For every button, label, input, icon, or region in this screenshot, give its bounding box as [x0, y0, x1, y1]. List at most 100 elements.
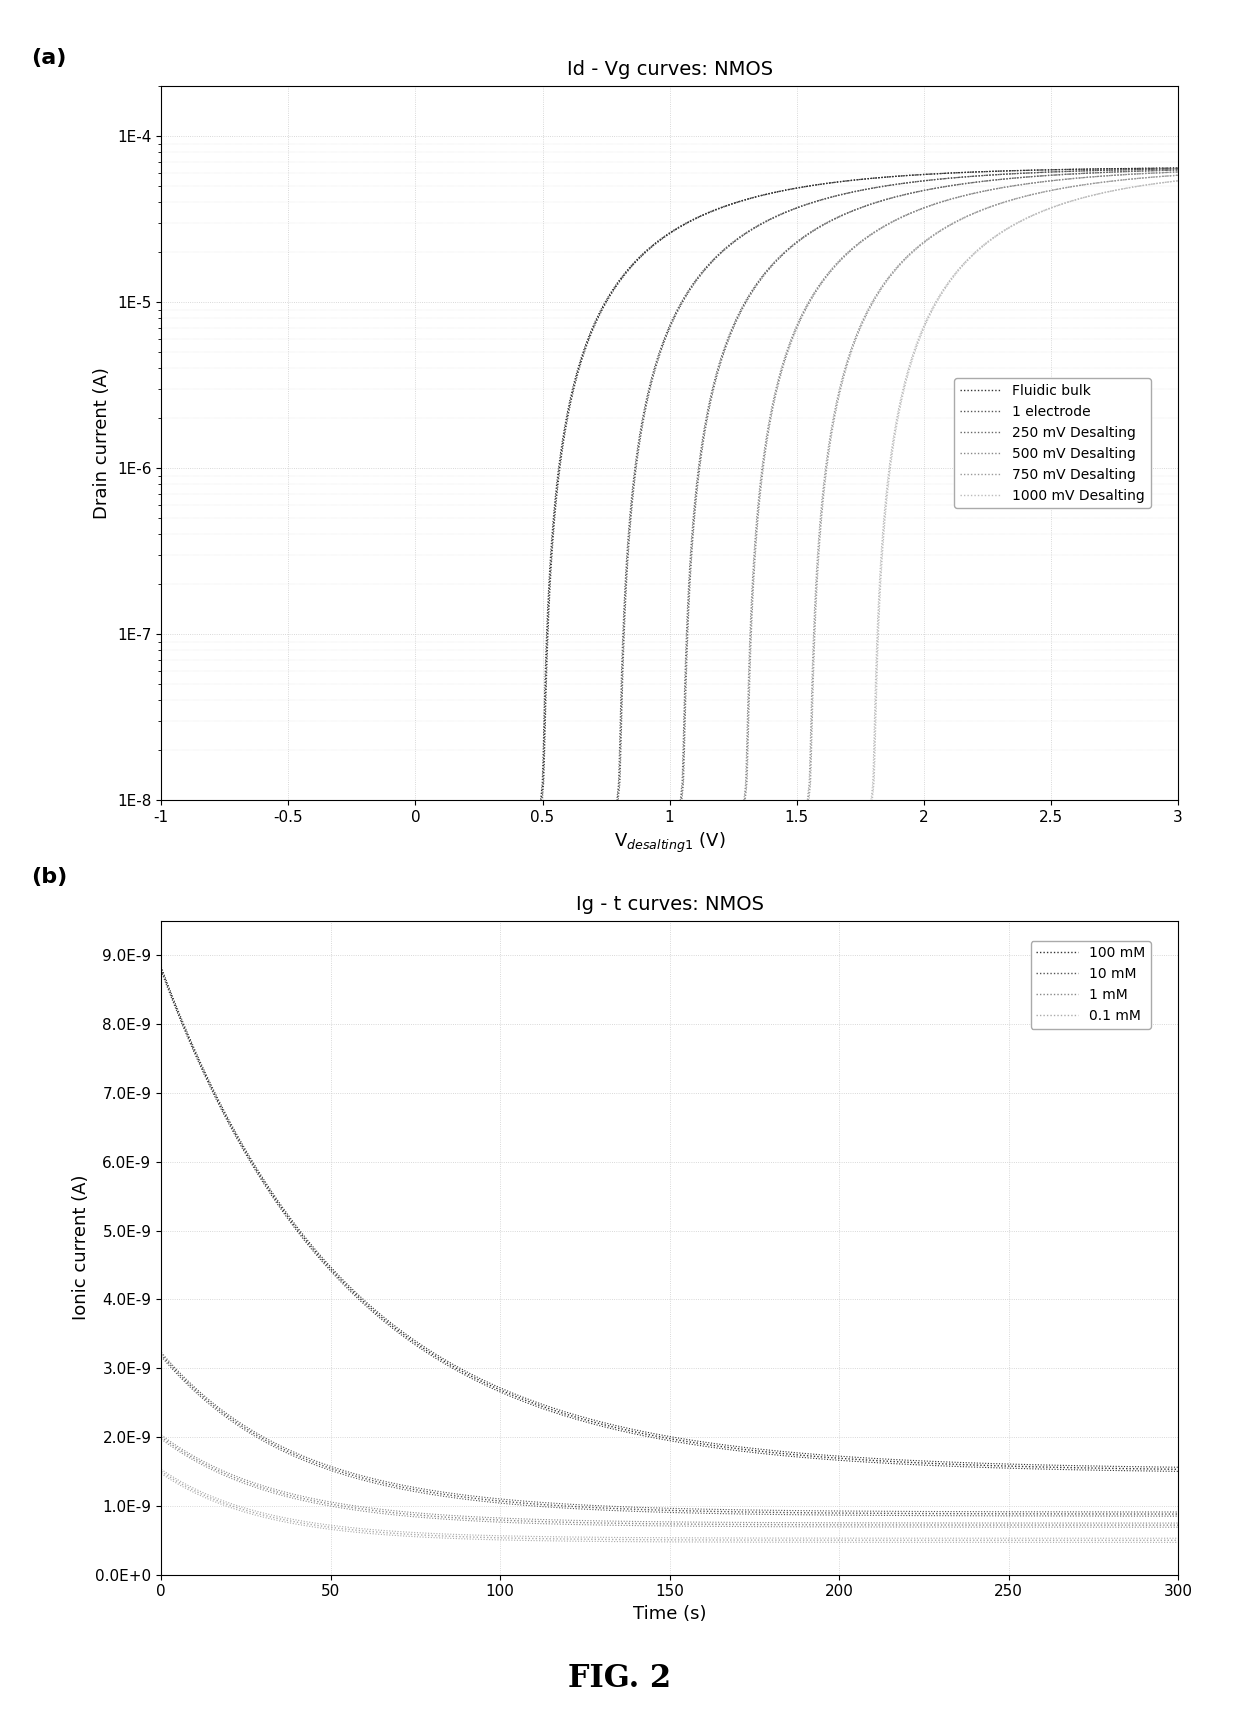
- 10 mM: [815, 1502, 830, 1523]
- 500 mV Desalting: [588, 1440, 603, 1461]
- 10 mM: [1171, 1504, 1185, 1525]
- Fluidic bulk: [330, 1440, 345, 1461]
- 1 mM: [913, 1514, 928, 1535]
- 500 mV Desalting: [543, 1440, 558, 1461]
- 500 mV Desalting: [270, 1440, 285, 1461]
- 1 electrode: [588, 1014, 603, 1034]
- 250 mV Desalting: [543, 1440, 558, 1461]
- 1000 mV Desalting: [330, 1440, 345, 1461]
- 1000 mV Desalting: [1151, 172, 1166, 193]
- 1 mM: [154, 1427, 169, 1447]
- 10 mM: [542, 1496, 557, 1516]
- 0.1 mM: [1171, 1530, 1185, 1551]
- 1000 mV Desalting: [588, 1440, 603, 1461]
- Legend: Fluidic bulk, 1 electrode, 250 mV Desalting, 500 mV Desalting, 750 mV Desalting,: Fluidic bulk, 1 electrode, 250 mV Desalt…: [954, 379, 1151, 508]
- 1 electrode: [270, 1440, 285, 1461]
- Line: 250 mV Desalting: 250 mV Desalting: [161, 170, 1178, 1451]
- 1 electrode: [330, 1440, 345, 1461]
- 500 mV Desalting: [1151, 162, 1166, 182]
- Line: 1 electrode: 1 electrode: [161, 169, 1178, 1451]
- 1 mM: [990, 1514, 1004, 1535]
- 10 mM: [339, 1463, 353, 1484]
- 100 mM: [990, 1456, 1004, 1477]
- Legend: 100 mM, 10 mM, 1 mM, 0.1 mM: 100 mM, 10 mM, 1 mM, 0.1 mM: [1030, 941, 1151, 1029]
- Y-axis label: Ionic current (A): Ionic current (A): [72, 1175, 89, 1320]
- 0.1 mM: [913, 1530, 928, 1551]
- 0.1 mM: [815, 1530, 830, 1551]
- 0.1 mM: [154, 1461, 169, 1482]
- X-axis label: V$_{desalting1}$ (V): V$_{desalting1}$ (V): [614, 831, 725, 855]
- 1 electrode: [154, 1440, 169, 1461]
- 250 mV Desalting: [154, 1440, 169, 1461]
- 250 mV Desalting: [1042, 165, 1056, 186]
- 1 mM: [1171, 1514, 1185, 1535]
- 750 mV Desalting: [330, 1440, 345, 1461]
- Text: (a): (a): [31, 48, 67, 67]
- Fluidic bulk: [154, 1440, 169, 1461]
- Fluidic bulk: [1151, 158, 1166, 179]
- Line: 0.1 mM: 0.1 mM: [161, 1471, 1178, 1540]
- 500 mV Desalting: [154, 1440, 169, 1461]
- 1000 mV Desalting: [543, 1440, 558, 1461]
- 1 mM: [764, 1514, 779, 1535]
- 750 mV Desalting: [543, 1440, 558, 1461]
- Line: 500 mV Desalting: 500 mV Desalting: [161, 172, 1178, 1451]
- 100 mM: [815, 1447, 830, 1468]
- 1000 mV Desalting: [1171, 170, 1185, 191]
- 250 mV Desalting: [588, 1440, 603, 1461]
- 250 mV Desalting: [330, 1440, 345, 1461]
- 10 mM: [990, 1504, 1004, 1525]
- Line: 750 mV Desalting: 750 mV Desalting: [161, 176, 1178, 1451]
- Fluidic bulk: [1042, 160, 1056, 181]
- 0.1 mM: [764, 1530, 779, 1551]
- Fluidic bulk: [588, 313, 603, 334]
- 1 electrode: [1042, 162, 1056, 182]
- Text: FIG. 2: FIG. 2: [568, 1662, 672, 1693]
- 10 mM: [913, 1502, 928, 1523]
- 750 mV Desalting: [154, 1440, 169, 1461]
- Line: 10 mM: 10 mM: [161, 1354, 1178, 1514]
- Title: Ig - t curves: NMOS: Ig - t curves: NMOS: [575, 895, 764, 914]
- 1000 mV Desalting: [154, 1440, 169, 1461]
- Text: (b): (b): [31, 867, 67, 886]
- 1 mM: [542, 1511, 557, 1532]
- 100 mM: [913, 1453, 928, 1473]
- 1 mM: [815, 1514, 830, 1535]
- Line: Fluidic bulk: Fluidic bulk: [161, 169, 1178, 1451]
- Line: 100 mM: 100 mM: [161, 969, 1178, 1470]
- 750 mV Desalting: [1171, 165, 1185, 186]
- 100 mM: [764, 1442, 779, 1463]
- 1 mM: [339, 1496, 353, 1516]
- 1 electrode: [1171, 158, 1185, 179]
- 750 mV Desalting: [1151, 167, 1166, 188]
- 0.1 mM: [990, 1530, 1004, 1551]
- 1000 mV Desalting: [270, 1440, 285, 1461]
- 0.1 mM: [339, 1518, 353, 1539]
- Fluidic bulk: [270, 1440, 285, 1461]
- 500 mV Desalting: [1042, 170, 1056, 191]
- 1000 mV Desalting: [1042, 198, 1056, 219]
- 250 mV Desalting: [270, 1440, 285, 1461]
- Line: 1 mM: 1 mM: [161, 1437, 1178, 1525]
- 1 electrode: [1151, 158, 1166, 179]
- 1 electrode: [543, 1440, 558, 1461]
- 10 mM: [154, 1344, 169, 1365]
- Fluidic bulk: [543, 547, 558, 568]
- 750 mV Desalting: [270, 1440, 285, 1461]
- Y-axis label: Drain current (A): Drain current (A): [93, 367, 112, 520]
- 750 mV Desalting: [1042, 181, 1056, 201]
- Title: Id - Vg curves: NMOS: Id - Vg curves: NMOS: [567, 60, 773, 79]
- 500 mV Desalting: [330, 1440, 345, 1461]
- Fluidic bulk: [1171, 158, 1185, 179]
- Line: 1000 mV Desalting: 1000 mV Desalting: [161, 181, 1178, 1451]
- 100 mM: [154, 959, 169, 979]
- 100 mM: [339, 1275, 353, 1296]
- 250 mV Desalting: [1151, 160, 1166, 181]
- 100 mM: [542, 1399, 557, 1420]
- 250 mV Desalting: [1171, 160, 1185, 181]
- X-axis label: Time (s): Time (s): [632, 1606, 707, 1623]
- 500 mV Desalting: [1171, 162, 1185, 182]
- 100 mM: [1171, 1459, 1185, 1480]
- 750 mV Desalting: [588, 1440, 603, 1461]
- 0.1 mM: [542, 1528, 557, 1549]
